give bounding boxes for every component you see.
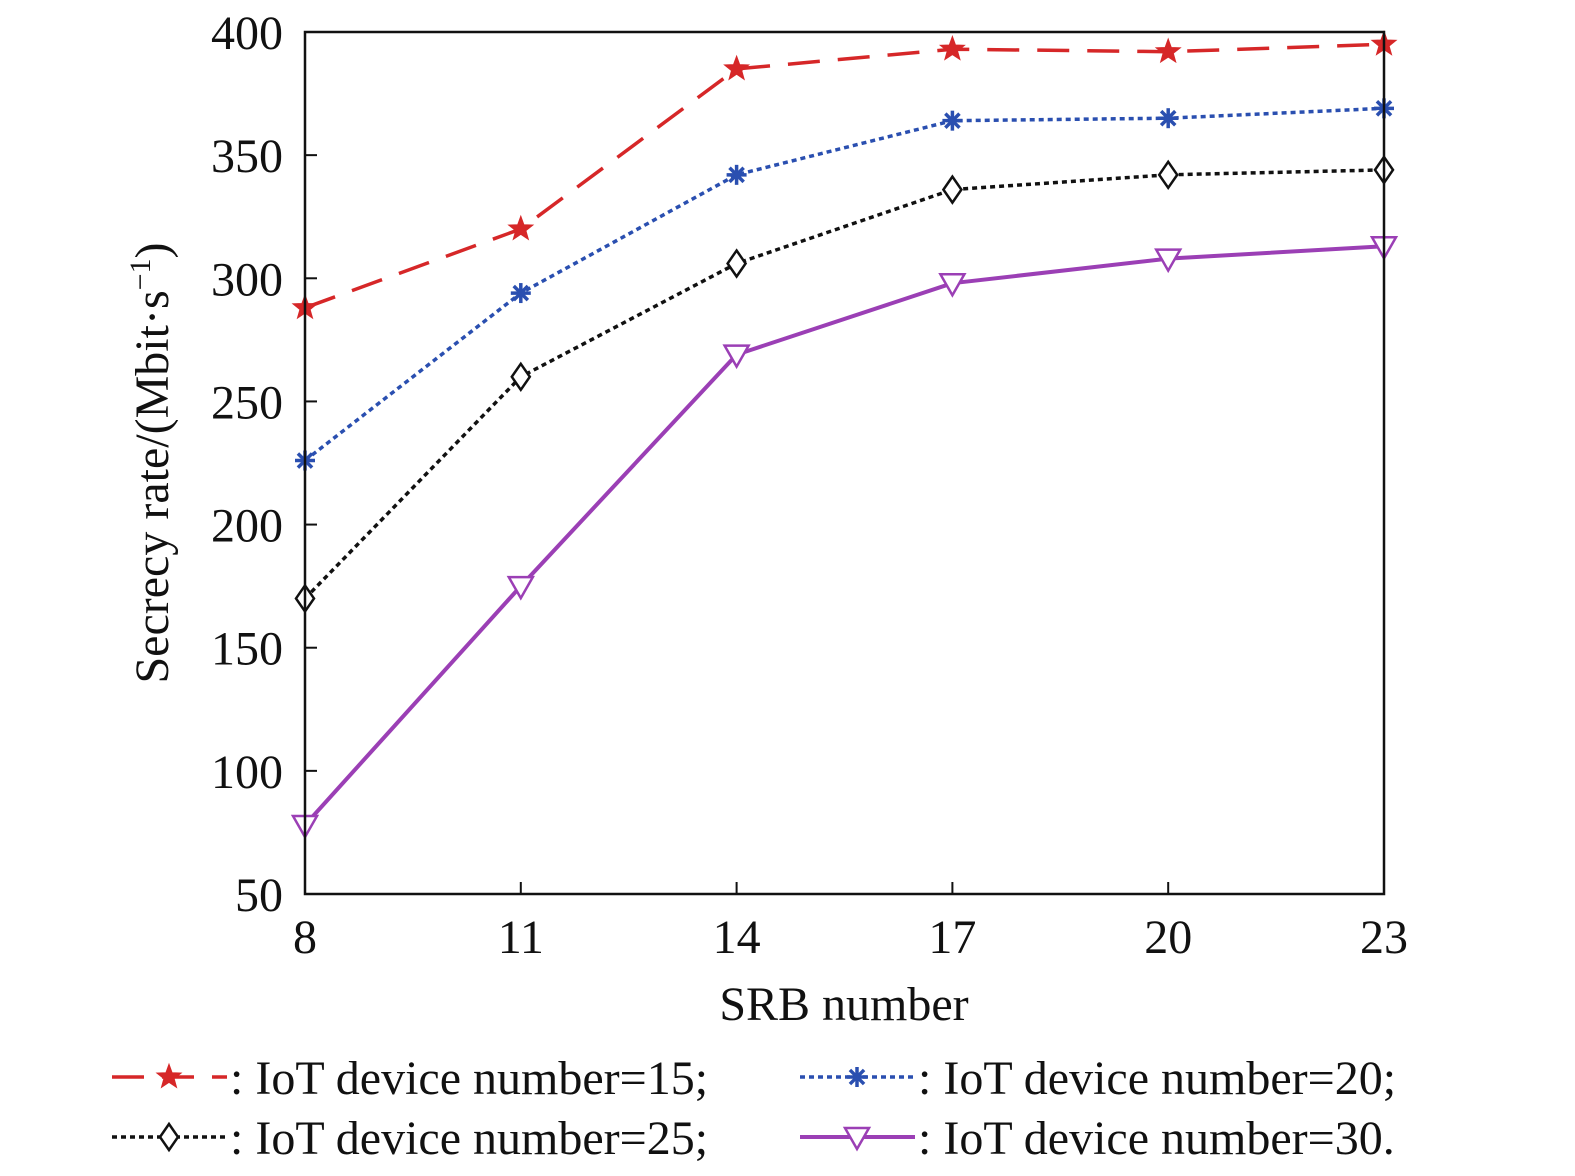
legend-marker [155,1062,183,1089]
data-point-marker [942,110,963,131]
data-point-marker [507,214,535,241]
legend-item: : IoT device number=25; [112,1112,708,1165]
x-axis-ticks: 8 11 14 17 20 23 [293,882,1408,964]
data-point-marker [938,34,966,61]
legend-label: : IoT device number=20; [918,1052,1396,1105]
legend-label: : IoT device number=30. [918,1112,1395,1165]
legend: : IoT device number=15; : IoT device numb… [112,1052,1396,1165]
x-tick-label: 23 [1360,911,1408,964]
data-point-marker [726,248,748,279]
y-tick-label: 150 [211,623,283,676]
data-point-marker [510,361,532,392]
data-point-marker [1158,108,1179,129]
data-point-marker [1157,159,1179,191]
y-axis-label: Secrecy rate/(Mbit·s−1) [124,242,179,683]
series-line [303,106,1385,462]
series-1 [291,30,1398,320]
series-3 [294,154,1395,614]
data-point-marker [723,54,751,81]
data-point-marker [1154,37,1182,64]
data-point-marker [938,272,967,298]
y-tick-label: 350 [211,130,283,183]
y-axis-label-close: ) [126,242,179,258]
x-tick-label: 20 [1144,911,1192,964]
y-axis-ticks: 50 100 150 200 250 300 350 400 [211,7,317,922]
legend-marker [158,1121,180,1153]
legend-item: : IoT device number=20; [800,1052,1396,1105]
data-point-marker [506,575,535,601]
data-point-marker [726,164,747,185]
x-tick-label: 11 [498,911,544,964]
plot-frame [303,30,1386,896]
x-tick-label: 17 [928,911,976,964]
data-point-marker [510,283,531,304]
y-axis-label-main: Secrecy rate/(Mbit·s [126,290,179,683]
series-line [304,42,1385,310]
y-tick-label: 50 [235,869,283,922]
legend-marker [842,1126,872,1152]
data-point-marker [722,344,751,370]
series-4 [290,236,1399,840]
data-point-marker [941,174,963,205]
series-layer [290,30,1399,840]
y-tick-label: 200 [211,500,283,553]
legend-item: : IoT device number=15; [112,1052,708,1105]
x-axis-label: SRB number [719,978,968,1031]
legend-marker [847,1067,867,1087]
y-tick-label: 400 [211,7,283,60]
series-line [303,168,1385,600]
x-tick-label: 8 [293,911,317,964]
data-point-marker [1154,248,1183,274]
y-tick-label: 100 [211,746,283,799]
x-tick-label: 14 [713,911,761,964]
y-tick-label: 250 [211,376,283,429]
legend-label: : IoT device number=25; [230,1112,708,1165]
legend-item: : IoT device number=30. [800,1112,1395,1165]
legend-label: : IoT device number=15; [230,1052,708,1105]
y-tick-label: 300 [211,253,283,306]
series-line [303,244,1385,827]
y-axis-label-exponent: −1 [124,258,157,290]
series-2 [295,98,1394,471]
